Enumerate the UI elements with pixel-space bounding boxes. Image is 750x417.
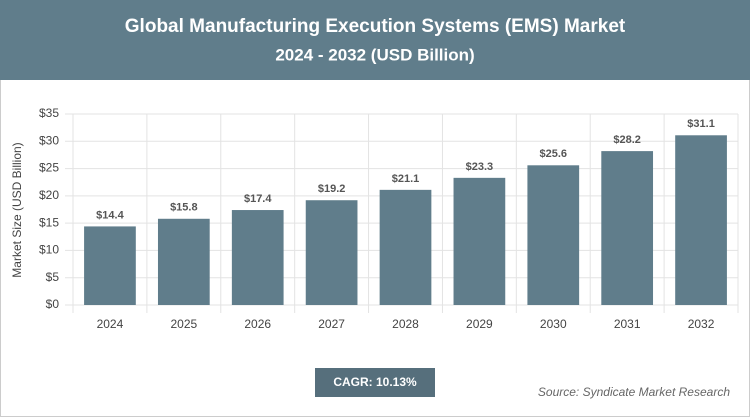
- value-label: $19.2: [318, 183, 346, 195]
- bar: [601, 151, 654, 305]
- value-label: $21.1: [392, 173, 420, 185]
- y-tick-label: $5: [46, 270, 60, 284]
- value-label: $31.1: [687, 118, 715, 130]
- x-tick-label: 2026: [244, 317, 271, 331]
- y-tick-label: $35: [39, 106, 59, 120]
- value-label: $15.8: [170, 202, 198, 214]
- source-note: Source: Syndicate Market Research: [538, 385, 730, 399]
- value-label: $23.3: [466, 161, 494, 173]
- chart-subtitle: 2024 - 2032 (USD Billion): [275, 45, 474, 64]
- cagr-box: [315, 368, 435, 397]
- y-tick-label: $15: [39, 215, 59, 229]
- bar: [157, 218, 210, 305]
- y-axis-label: Market Size (USD Billion): [10, 142, 24, 277]
- x-tick-label: 2027: [318, 317, 345, 331]
- x-tick-label: 2025: [170, 317, 197, 331]
- cagr-label: CAGR: 10.13%: [333, 375, 417, 389]
- x-tick-label: 2031: [614, 317, 641, 331]
- y-tick-label: $25: [39, 161, 59, 175]
- bar: [305, 200, 358, 305]
- bar: [675, 135, 727, 305]
- value-label: $17.4: [244, 193, 272, 205]
- x-tick-label: 2028: [392, 317, 419, 331]
- y-tick-label: $30: [39, 133, 59, 147]
- y-tick-label: $0: [46, 297, 60, 311]
- y-tick-label: $20: [39, 188, 59, 202]
- x-tick-label: 2024: [97, 317, 124, 331]
- y-tick-label: $10: [39, 243, 59, 257]
- bar: [84, 226, 136, 305]
- bar: [379, 189, 432, 305]
- chart-title: Global Manufacturing Execution Systems (…: [125, 16, 626, 37]
- header: [0, 0, 750, 80]
- bar: [527, 165, 580, 305]
- bar: [453, 177, 506, 305]
- value-label: $25.6: [540, 148, 568, 160]
- value-label: $28.2: [613, 134, 641, 146]
- x-tick-label: 2032: [688, 317, 715, 331]
- bar: [231, 210, 284, 305]
- x-tick-label: 2029: [466, 317, 493, 331]
- value-label: $14.4: [96, 209, 124, 221]
- x-tick-label: 2030: [540, 317, 567, 331]
